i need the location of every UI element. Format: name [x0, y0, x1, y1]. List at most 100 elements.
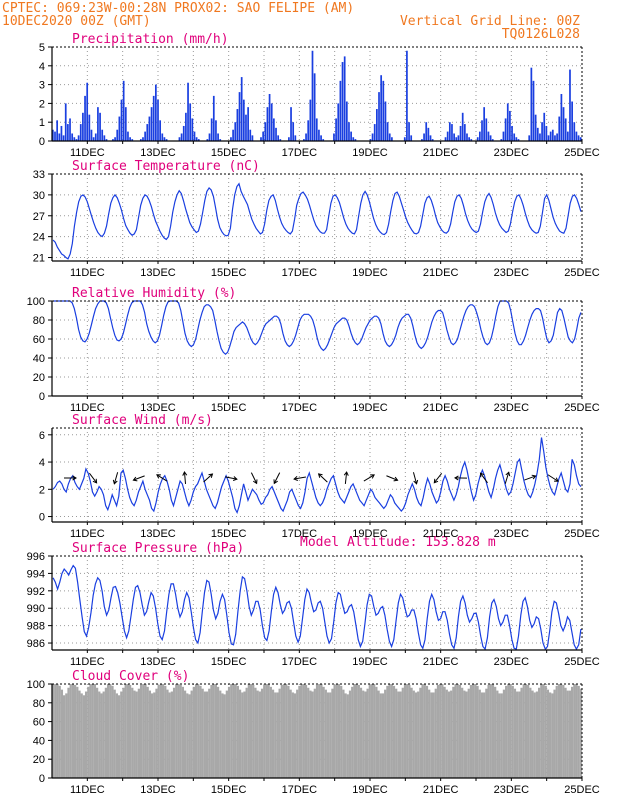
- cloud-bar: [245, 687, 248, 778]
- precip-bar: [530, 67, 533, 141]
- precip-bar: [545, 125, 548, 141]
- cloud-bar: [529, 687, 532, 778]
- arrow-head: [370, 474, 375, 479]
- cloud-bar: [87, 686, 90, 778]
- arrow-head: [413, 479, 419, 485]
- series-line-temp: [52, 182, 582, 260]
- precip-bar: [165, 139, 168, 141]
- x-tick-label: 21DEC: [423, 147, 459, 159]
- cloud-bar: [276, 692, 279, 778]
- header-model-code: TQ0126L028: [502, 27, 580, 42]
- model-altitude-label: Model Altitude: 153.828 m: [300, 535, 496, 550]
- cloud-bar: [507, 684, 510, 778]
- cloud-bar: [91, 684, 94, 778]
- precip-bar: [150, 107, 153, 141]
- cloud-bar: [320, 684, 323, 778]
- precip-bar: [543, 112, 546, 141]
- precip-bar: [403, 137, 406, 141]
- precip-bar: [448, 122, 451, 141]
- precip-bar: [451, 124, 453, 141]
- y-tick-label: 996: [27, 551, 45, 563]
- x-tick-label: 21DEC: [423, 528, 459, 540]
- precip-bar: [268, 94, 271, 141]
- precip-bar: [131, 139, 134, 141]
- wind-direction-arrow: [156, 474, 168, 482]
- arrow-shaft: [113, 472, 119, 484]
- precip-bar: [541, 122, 543, 141]
- arrow-shaft: [386, 475, 398, 481]
- cloud-bar: [390, 684, 393, 778]
- cloud-bar: [247, 684, 250, 778]
- precip-bar: [444, 137, 447, 141]
- precip-bar: [309, 99, 312, 141]
- x-tick-label: 25DEC: [564, 402, 600, 414]
- y-tick-label: 988: [27, 621, 45, 633]
- precip-bar: [515, 137, 518, 141]
- cloud-bar: [80, 693, 83, 778]
- precip-bar: [60, 125, 63, 141]
- cloud-bar: [304, 684, 308, 778]
- cloud-bar: [430, 692, 433, 778]
- y-tick-label: 30: [33, 190, 45, 202]
- cloud-bar: [252, 684, 255, 778]
- precip-bar: [157, 99, 159, 141]
- y-tick-label: 60: [33, 334, 45, 346]
- header-date-line: 10DEC2020 00Z (GMT): [2, 14, 151, 29]
- arrow-head: [343, 471, 349, 476]
- precip-bar: [391, 137, 393, 141]
- arrow-shaft: [547, 474, 559, 482]
- precip-bar: [335, 118, 337, 141]
- cloud-bar: [144, 684, 147, 778]
- precip-bar: [502, 131, 505, 141]
- precip-bar: [210, 118, 213, 141]
- panel-title-precip: Precipitation (mm/h): [72, 32, 229, 47]
- precip-bar: [487, 131, 490, 141]
- precip-bar: [320, 135, 322, 141]
- cloud-bar: [410, 687, 413, 778]
- x-tick-label: 25DEC: [564, 147, 600, 159]
- precip-bar: [215, 120, 217, 141]
- y-tick-label: 2: [39, 484, 45, 496]
- cloud-bar: [54, 684, 57, 778]
- cloud-bar: [359, 687, 363, 778]
- x-tick-label: 23DEC: [494, 528, 530, 540]
- wind-direction-arrow: [132, 475, 145, 482]
- precip-bar: [382, 80, 385, 141]
- precip-bar: [185, 112, 187, 141]
- cloud-bar: [461, 687, 464, 778]
- precip-bar: [513, 133, 516, 141]
- precip-bar: [560, 94, 563, 141]
- cloud-bar: [104, 687, 108, 778]
- cloud-bar: [456, 684, 459, 778]
- precip-bar: [144, 131, 146, 141]
- precip-bar: [82, 112, 84, 141]
- precip-bar: [292, 122, 295, 141]
- series-line-pres: [52, 564, 582, 651]
- cloud-bar: [274, 692, 277, 778]
- y-tick-label: 986: [27, 638, 45, 650]
- x-tick-label: 11DEC: [70, 656, 105, 668]
- precip-bar: [52, 129, 54, 141]
- precip-bar: [423, 133, 425, 141]
- cloud-bar: [463, 690, 466, 778]
- y-tick-label: 4: [39, 61, 45, 73]
- cloud-bar: [258, 691, 261, 778]
- precip-bar: [575, 131, 578, 141]
- cloud-bar: [540, 684, 543, 778]
- cloud-bar: [265, 684, 268, 778]
- precip-bar: [476, 137, 479, 141]
- cloud-bar: [234, 684, 237, 778]
- precip-bar: [371, 133, 374, 141]
- cloud-bar: [225, 690, 228, 778]
- precip-bar: [425, 122, 428, 141]
- cloud-bar: [278, 688, 281, 778]
- wind-direction-arrow: [88, 472, 98, 484]
- x-tick-label: 23DEC: [494, 402, 530, 414]
- x-tick-label: 11DEC: [70, 784, 105, 796]
- precip-bar: [219, 139, 222, 141]
- cloud-bar: [551, 693, 554, 778]
- cloud-bar: [450, 690, 453, 778]
- cloud-bar: [417, 691, 420, 778]
- wind-direction-arrow: [225, 476, 238, 481]
- cloud-bar: [474, 684, 477, 778]
